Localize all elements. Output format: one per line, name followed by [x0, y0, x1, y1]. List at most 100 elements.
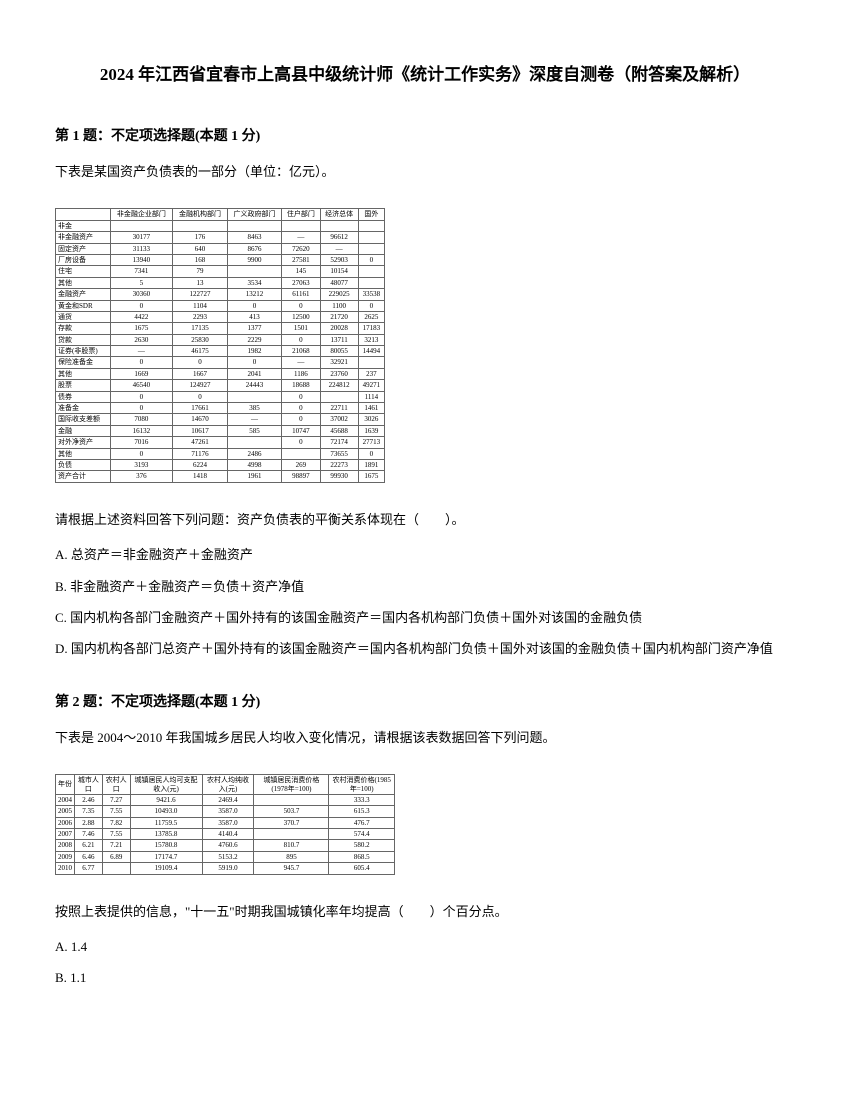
- table-cell: [358, 243, 384, 254]
- table-cell: 45688: [320, 425, 358, 436]
- table-cell: 46175: [173, 346, 228, 357]
- table-cell: 1100: [320, 300, 358, 311]
- table-cell: 96612: [320, 232, 358, 243]
- table-cell: 27063: [282, 277, 320, 288]
- table-cell: 1501: [282, 323, 320, 334]
- table-cell: 1114: [358, 391, 384, 402]
- table-cell: 其他: [56, 368, 111, 379]
- table-cell: 2041: [227, 368, 282, 379]
- table-cell: 11759.5: [130, 817, 202, 828]
- table-cell: 3587.0: [202, 817, 254, 828]
- table-cell: 2293: [173, 311, 228, 322]
- table-cell: 168: [173, 254, 228, 265]
- q2-option-a: A. 1.4: [55, 935, 795, 958]
- table-row: 资产合计3761418196198897999301675: [56, 471, 385, 482]
- table-cell: 71176: [173, 448, 228, 459]
- table-cell: [173, 220, 228, 231]
- table-cell: [102, 863, 130, 874]
- table-cell: 24443: [227, 380, 282, 391]
- table-row: 20062.887.8211759.53587.0370.7476.7: [56, 817, 395, 828]
- table-cell: 2625: [358, 311, 384, 322]
- table-cell: 72620: [282, 243, 320, 254]
- table-cell: 22711: [320, 403, 358, 414]
- table-cell: 0: [173, 357, 228, 368]
- table-cell: 13785.8: [130, 829, 202, 840]
- table-header: 年份: [56, 775, 75, 795]
- table-row: 黄金和SDR011040011000: [56, 300, 385, 311]
- table-cell: 证券(非股票): [56, 346, 111, 357]
- table-cell: 124927: [173, 380, 228, 391]
- table-row: 20042.467.279421.62469.4333.3: [56, 794, 395, 805]
- q2-text: 下表是 2004～2010 年我国城乡居民人均收入变化情况，请根据该表数据回答下…: [55, 726, 795, 749]
- table-cell: 269: [282, 459, 320, 470]
- table-cell: 2006: [56, 817, 75, 828]
- table-cell: 385: [227, 403, 282, 414]
- table-cell: 金融资产: [56, 289, 111, 300]
- table-cell: [358, 220, 384, 231]
- question-2: 第 2 题：不定项选择题(本题 1 分) 下表是 2004～2010 年我国城乡…: [55, 691, 795, 990]
- table-cell: 145: [282, 266, 320, 277]
- table-row: 非金: [56, 220, 385, 231]
- table-cell: 0: [227, 357, 282, 368]
- table-header: 金融机构部门: [173, 209, 228, 220]
- table-cell: 0: [110, 448, 173, 459]
- table-row: 股票46540124927244431868822481249271: [56, 380, 385, 391]
- table-cell: 27581: [282, 254, 320, 265]
- table-cell: 605.4: [329, 863, 395, 874]
- table-cell: 7.55: [102, 806, 130, 817]
- table-cell: 金融: [56, 425, 111, 436]
- table-cell: [227, 391, 282, 402]
- q1-option-b: B. 非金融资产＋金融资产＝负债＋资产净值: [55, 575, 795, 598]
- table-cell: 73655: [320, 448, 358, 459]
- q1-header: 第 1 题：不定项选择题(本题 1 分): [55, 125, 795, 145]
- table-cell: 224812: [320, 380, 358, 391]
- table-cell: 47261: [173, 437, 228, 448]
- table-cell: 1961: [227, 471, 282, 482]
- table-row: 准备金0176613850227111461: [56, 403, 385, 414]
- table-cell: 10617: [173, 425, 228, 436]
- table-cell: 1675: [358, 471, 384, 482]
- table-cell: 黄金和SDR: [56, 300, 111, 311]
- table-cell: 476.7: [329, 817, 395, 828]
- table-cell: 3026: [358, 414, 384, 425]
- table-cell: 0: [110, 300, 173, 311]
- table-cell: 868.5: [329, 851, 395, 862]
- table-cell: 7.46: [75, 829, 103, 840]
- table-cell: 585: [227, 425, 282, 436]
- table-cell: 37002: [320, 414, 358, 425]
- q2-option-b: B. 1.1: [55, 966, 795, 989]
- table-cell: 3193: [110, 459, 173, 470]
- table-cell: 17661: [173, 403, 228, 414]
- table-cell: 10493.0: [130, 806, 202, 817]
- table-cell: 7.82: [102, 817, 130, 828]
- table-cell: 17174.7: [130, 851, 202, 862]
- table-row: 金融资产30360122727132126116122902533538: [56, 289, 385, 300]
- table-cell: 非金: [56, 220, 111, 231]
- table-cell: 资产合计: [56, 471, 111, 482]
- table-cell: 0: [173, 391, 228, 402]
- table-cell: [254, 829, 329, 840]
- table-cell: 13711: [320, 334, 358, 345]
- table-row: 负债319362244998269222731891: [56, 459, 385, 470]
- table-cell: 4140.4: [202, 829, 254, 840]
- table-cell: 国际收支差额: [56, 414, 111, 425]
- table-cell: 2.46: [75, 794, 103, 805]
- table-cell: 10154: [320, 266, 358, 277]
- table-cell: 通货: [56, 311, 111, 322]
- table-cell: 10747: [282, 425, 320, 436]
- table-cell: 21068: [282, 346, 320, 357]
- table-cell: 229025: [320, 289, 358, 300]
- table-cell: 1675: [110, 323, 173, 334]
- q1-table-container: 非金融企业部门金融机构部门广义政府部门住户部门经济总体国外非金非金融资产3017…: [55, 208, 795, 482]
- table-cell: 30360: [110, 289, 173, 300]
- table-cell: 保险准备金: [56, 357, 111, 368]
- table-cell: 72174: [320, 437, 358, 448]
- table-cell: 12500: [282, 311, 320, 322]
- table-header: 农村人均纯收入(元): [202, 775, 254, 795]
- table-cell: 7.55: [102, 829, 130, 840]
- q2-prompt: 按照上表提供的信息，"十一五"时期我国城镇化率年均提高（ ）个百分点。: [55, 900, 795, 923]
- table-cell: 其他: [56, 448, 111, 459]
- table-cell: 2005: [56, 806, 75, 817]
- table-cell: 负债: [56, 459, 111, 470]
- table-cell: 640: [173, 243, 228, 254]
